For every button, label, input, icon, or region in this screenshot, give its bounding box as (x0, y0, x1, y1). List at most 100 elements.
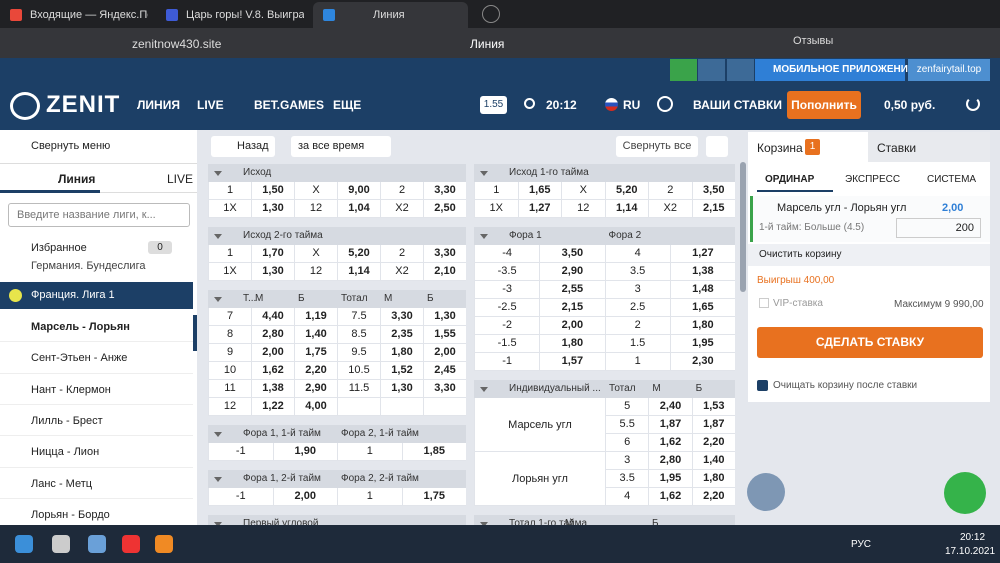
market-header[interactable]: Т... М Б Тотал М Б (208, 290, 466, 308)
odds-cell[interactable]: 1,27 (669, 245, 735, 263)
market-header[interactable]: Индивидуальный ... Тотал М Б (474, 380, 735, 398)
odds-cell[interactable]: 1,04 (337, 200, 380, 218)
odds-cell[interactable]: 1,95 (669, 335, 735, 353)
odds-cell[interactable]: 1,30 (380, 380, 423, 398)
odds-cell[interactable]: 2,50 (423, 200, 466, 218)
odds-cell[interactable]: 2,40 (648, 398, 692, 416)
market-header[interactable]: Исход (208, 164, 466, 182)
browser-tab[interactable]: Линия (313, 2, 468, 28)
match[interactable]: Марсель - Лорьян (31, 321, 130, 333)
odds-cell[interactable]: 1,30 (423, 308, 466, 326)
app-button[interactable]: МОБИЛЬНОЕ ПРИЛОЖЕНИЕ (755, 59, 915, 81)
odds-cell[interactable]: 2,80 (648, 452, 692, 470)
odds-cell[interactable]: 1,65 (669, 299, 735, 317)
logo[interactable]: ZENIT (46, 91, 121, 118)
odds-cell[interactable]: 3,50 (691, 182, 735, 200)
odds-cell[interactable]: 1,65 (517, 182, 561, 200)
my-bets[interactable]: ВАШИ СТАВКИ (693, 98, 782, 112)
collapse-menu[interactable]: Свернуть меню (31, 140, 111, 152)
odds-cell[interactable]: 1,75 (401, 488, 466, 506)
odds-cell[interactable]: 1,75 (294, 344, 337, 362)
promo-icon[interactable] (698, 59, 725, 81)
odds-cell[interactable]: 2,20 (691, 488, 735, 506)
back-button[interactable]: Назад (211, 136, 275, 157)
odds-cell[interactable]: 1,62 (251, 362, 294, 380)
stake-input[interactable]: 200 (896, 218, 981, 238)
browser-tab[interactable]: Входящие — Яндекс.Почта (0, 2, 155, 28)
taskbar-icon[interactable] (52, 535, 70, 553)
odds-cell[interactable]: 1,40 (294, 326, 337, 344)
odds-cell[interactable]: 2,00 (251, 344, 294, 362)
nav-link[interactable]: LIVE (197, 98, 224, 112)
match[interactable]: Ланс - Метц (31, 477, 93, 490)
odds-cell[interactable]: 3,30 (423, 245, 466, 263)
odds-cell[interactable]: 3,30 (423, 182, 466, 200)
odds-cell[interactable]: 2,15 (539, 299, 605, 317)
match[interactable]: Лорьян - Бордо (31, 508, 110, 521)
odds-cell[interactable]: 1,30 (251, 200, 294, 218)
odds-cell[interactable]: 2,90 (539, 263, 605, 281)
taskbar-icon[interactable] (88, 535, 106, 553)
odds-cell[interactable]: 2,90 (294, 380, 337, 398)
odds-cell[interactable]: 2,55 (539, 281, 605, 299)
market-header[interactable]: Исход 2-го тайма (208, 227, 466, 245)
input-lang[interactable]: РУС (851, 539, 872, 550)
odds-cell[interactable]: 9,00 (337, 182, 380, 200)
league-search[interactable]: Введите название лиги, к... (8, 203, 190, 227)
taskbar-icon[interactable] (122, 535, 140, 553)
odds-cell[interactable]: 1,80 (691, 470, 735, 488)
odds-cell[interactable]: 1,38 (669, 263, 735, 281)
promo-icon[interactable] (727, 59, 754, 81)
odds-cell[interactable]: 1,14 (337, 263, 380, 281)
scroll-up[interactable] (747, 473, 785, 511)
odds-cell[interactable]: 1,95 (648, 470, 692, 488)
search-icon[interactable] (524, 98, 535, 109)
settings[interactable] (706, 136, 728, 157)
odds-cell[interactable]: 1,22 (251, 398, 294, 416)
slip-tab[interactable]: Корзина (757, 141, 803, 155)
odds-cell[interactable]: 2,15 (691, 200, 735, 218)
clear-after-box[interactable] (757, 380, 768, 391)
odds-cell[interactable]: 2,00 (539, 317, 605, 335)
match[interactable]: Нант - Клермон (31, 383, 111, 396)
odds-cell[interactable]: 2,10 (423, 263, 466, 281)
odds-cell[interactable]: 2,00 (423, 344, 466, 362)
promo-icon[interactable] (670, 59, 697, 81)
nav-link[interactable]: ЕЩЕ (333, 98, 362, 112)
odds-cell[interactable]: 1,19 (294, 308, 337, 326)
match[interactable]: Сент-Этьен - Анже (31, 352, 128, 365)
nav-link[interactable]: BET.GAMES (254, 98, 325, 112)
league[interactable]: Германия. Бундеслига (31, 260, 146, 272)
bet-mode[interactable]: ОРДИНАР (765, 174, 815, 185)
market-header[interactable]: Фора 1, 2-й тайм Фора 2, 2-й тайм (208, 470, 466, 488)
odds-cell[interactable]: 2,30 (669, 353, 735, 371)
bet-mode[interactable]: ЭКСПРЕСС (845, 174, 901, 185)
odds-cell[interactable]: 1,87 (648, 416, 692, 434)
market-header[interactable]: Тотал 1-го тайма М Б (474, 515, 735, 525)
slip-tab[interactable]: Ставки (877, 141, 917, 155)
odds-cell[interactable]: 4,00 (294, 398, 337, 416)
odds-cell[interactable]: 2,45 (423, 362, 466, 380)
odds-format[interactable]: 1.55 (480, 96, 507, 114)
market-header[interactable]: Первый угловой (208, 515, 466, 525)
nav-link[interactable]: ЛИНИЯ (137, 98, 180, 112)
collapse-all[interactable]: Свернуть все (616, 136, 698, 157)
odds-cell[interactable]: 3,30 (380, 308, 423, 326)
match[interactable]: Лилль - Брест (31, 414, 103, 427)
odds-cell[interactable]: 1,80 (539, 335, 605, 353)
odds-cell[interactable]: 1,80 (380, 344, 423, 362)
odds-cell[interactable]: 5,20 (337, 245, 380, 263)
submit-bet[interactable]: СДЕЛАТЬ СТАВКУ (757, 327, 983, 358)
odds-cell[interactable]: 1,80 (669, 317, 735, 335)
user-icon[interactable] (657, 96, 673, 112)
odds-cell[interactable]: 1,14 (604, 200, 648, 218)
market-header[interactable]: Фора 1 Фора 2 (474, 227, 735, 245)
odds-cell[interactable]: 1,85 (401, 443, 466, 461)
market-header[interactable]: Исход 1-го тайма (474, 164, 735, 182)
odds-cell[interactable]: 1,62 (648, 434, 692, 452)
odds-cell[interactable]: 1,52 (380, 362, 423, 380)
odds-cell[interactable]: 1,38 (251, 380, 294, 398)
odds-cell[interactable]: 5,20 (604, 182, 648, 200)
odds-cell[interactable]: 2,00 (272, 488, 337, 506)
taskbar-icon[interactable] (155, 535, 173, 553)
